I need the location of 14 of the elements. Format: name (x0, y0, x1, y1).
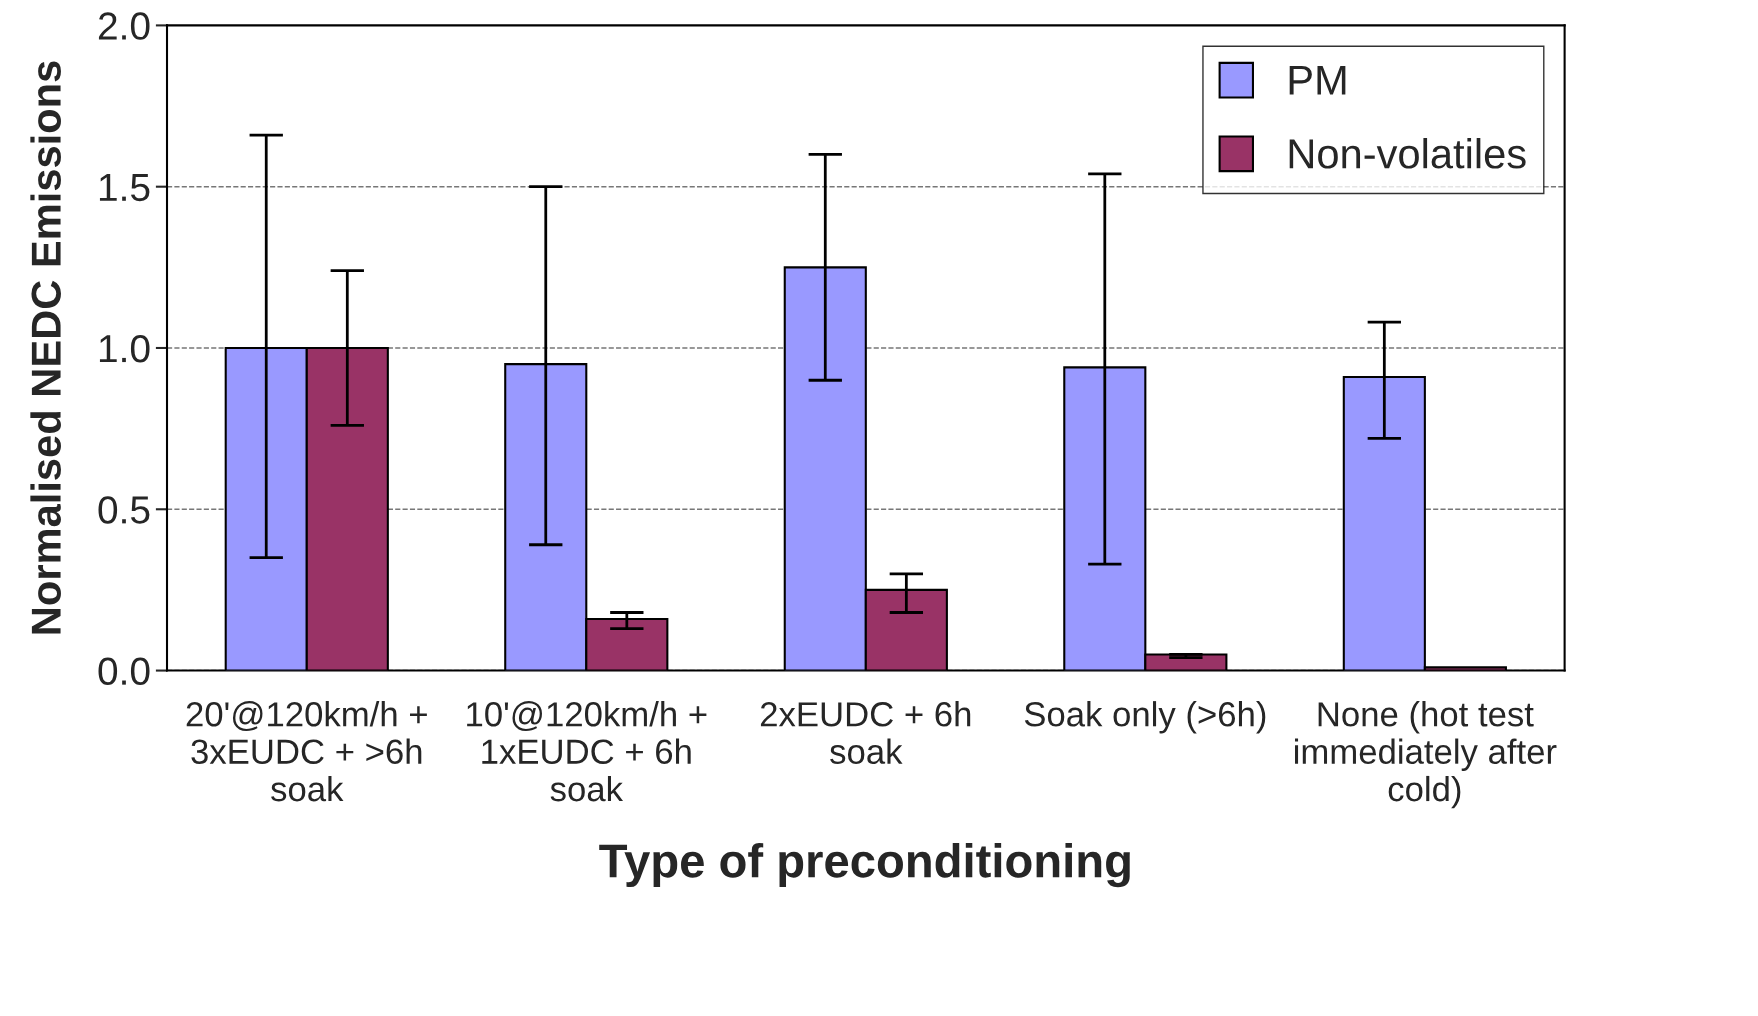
x-tick-label: 2xEUDC + 6h soak (760, 701, 971, 765)
x-tick-label: Soak only (>6h) (1024, 701, 1266, 734)
x-tick-label: None (hot test immediately after cold) (1295, 701, 1557, 809)
x-tick-label: 20'@120km/h + 3xEUDC + >6h soak (186, 701, 427, 802)
y-tick-label: 0.0 (98, 657, 150, 686)
y-tick-label: 1.0 (99, 334, 150, 363)
x-axis-title: Type of preconditioning (599, 843, 1130, 888)
y-tick-label: 2.0 (98, 12, 150, 40)
y-axis-title: Normalised NEDC Emissions (30, 61, 61, 634)
x-tick-label: 10'@120km/h + 1xEUDC + 6h soak (467, 701, 707, 802)
legend-label: Non-volatiles (1289, 138, 1526, 169)
y-tick-label: 1.5 (99, 174, 150, 202)
y-tick-label: 0.5 (98, 496, 150, 524)
legend-label: PM (1289, 65, 1346, 95)
